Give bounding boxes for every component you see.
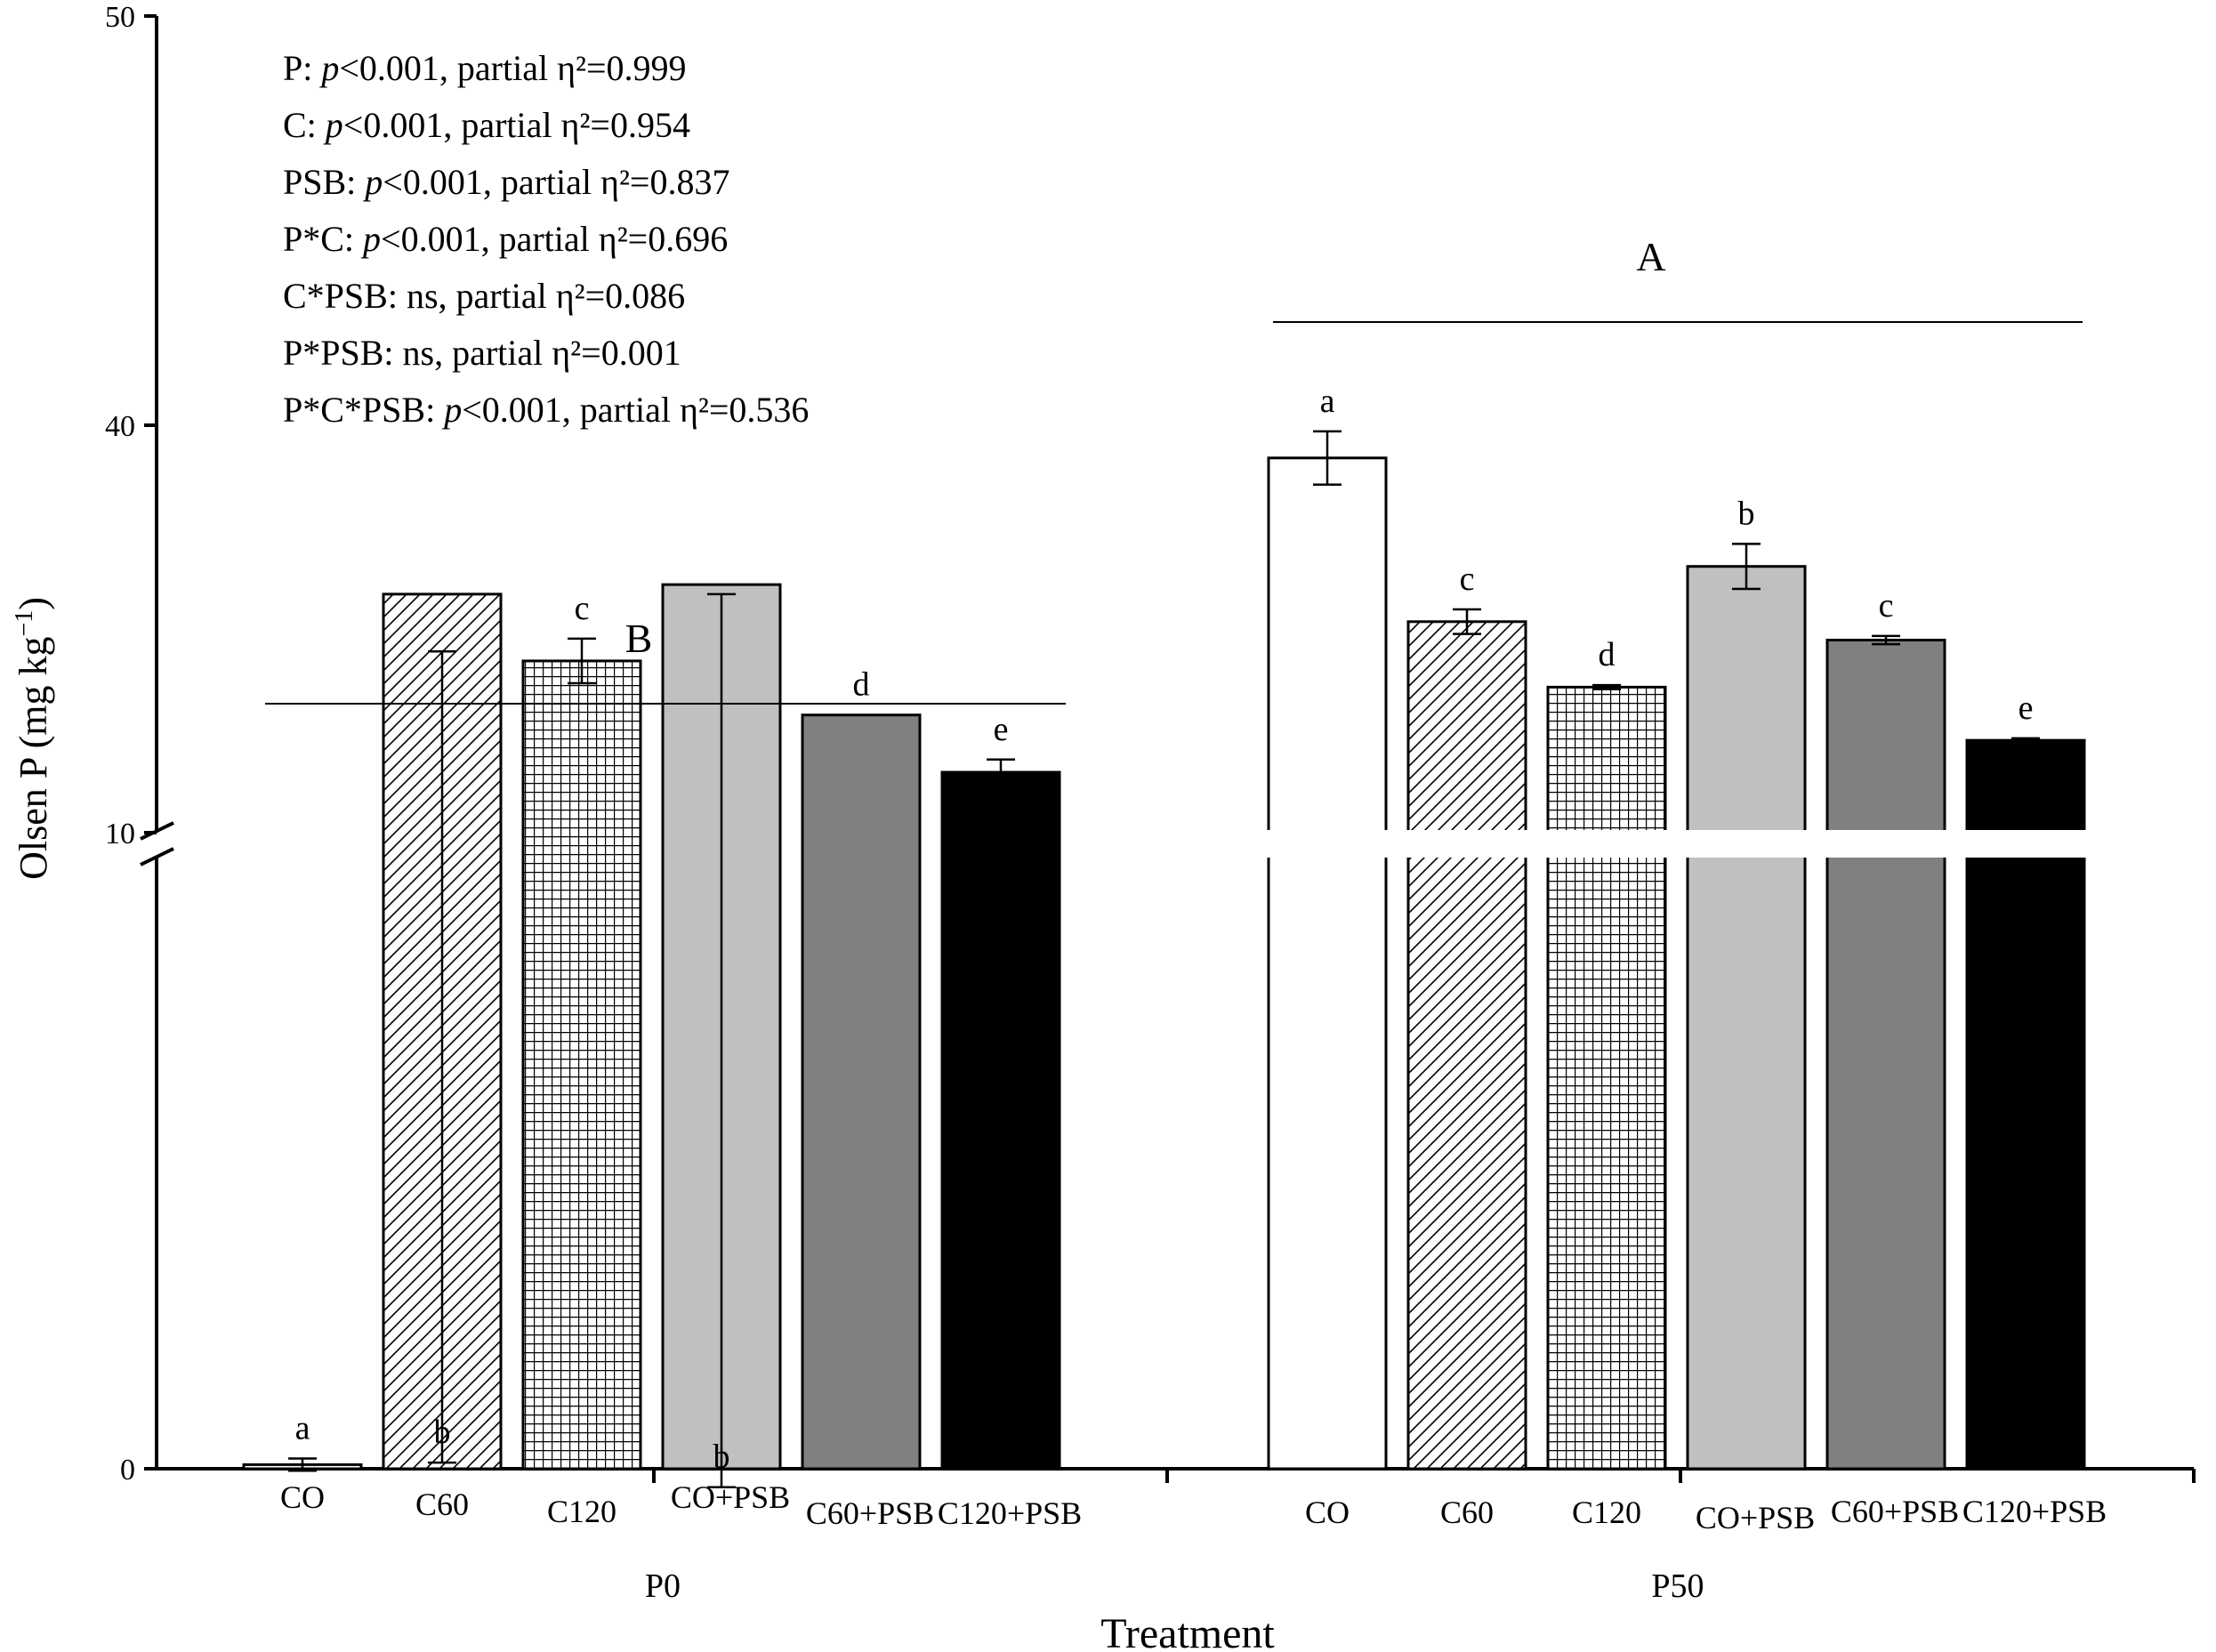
stats-p-symbol: p <box>360 219 381 259</box>
x-category-label: C60+PSB <box>1831 1494 1959 1529</box>
group-label-p0: P0 <box>645 1567 681 1605</box>
x-category-label: C60+PSB <box>806 1495 934 1531</box>
x-category-label: C120 <box>1572 1495 1641 1530</box>
bar-p50-co <box>1267 456 1388 1471</box>
x-category-label: C120+PSB <box>1962 1494 2107 1529</box>
bars <box>242 430 2099 1488</box>
stats-line: PSB: p<0.001, partial η²=0.837 <box>283 162 730 202</box>
bar-p50-c120-psb <box>1965 738 2086 1471</box>
bar-p0-c60-psb <box>801 713 922 1471</box>
significance-letter: b <box>434 1414 451 1451</box>
stats-p-symbol: p <box>318 48 339 88</box>
bar-p50-c60-psb <box>1825 639 1946 1471</box>
x-category-label: C120+PSB <box>938 1495 1082 1531</box>
axis-break-gap <box>1263 830 2099 858</box>
stats-value: <0.001, partial η²=0.696 <box>381 219 728 259</box>
stats-value: <0.001, partial η²=0.837 <box>383 162 729 202</box>
significance-letter: d <box>1599 636 1616 673</box>
y-axis-label: Olsen P (mg kg−1) <box>11 597 55 880</box>
stats-line: P*C*PSB: p<0.001, partial η²=0.536 <box>283 390 809 430</box>
y-axis-label-superscript: −1 <box>11 610 38 637</box>
bar-p50-co-psb <box>1686 565 1807 1471</box>
significance-letter: e <box>2019 689 2034 727</box>
y-tick-label: 40 <box>105 410 135 443</box>
bar-p0-c120-psb <box>940 770 1061 1471</box>
stats-p-symbol: p <box>362 162 383 202</box>
stats-line: C: p<0.001, partial η²=0.954 <box>283 105 690 145</box>
stats-term: C: <box>283 105 326 145</box>
stats-p-symbol: p <box>323 105 343 145</box>
stats-term: P: <box>283 48 321 88</box>
bar-p50-c60 <box>1406 620 1527 1471</box>
axis-break-mark <box>140 821 174 841</box>
stats-term: P*C: <box>283 219 363 259</box>
stats-term: PSB: <box>283 162 365 202</box>
y-tick-label: 50 <box>105 1 135 34</box>
y-axis-label-base: Olsen P (mg kg <box>12 637 55 880</box>
stats-term: C*PSB: ns, partial η²=0.086 <box>283 276 685 316</box>
axis-break-mark <box>140 847 174 866</box>
x-axis-label: Treatment <box>1100 1610 1275 1652</box>
significance-letter: c <box>1460 560 1475 598</box>
y-tick-label: 10 <box>105 818 135 850</box>
x-category-label: CO+PSB <box>1696 1500 1815 1535</box>
stats-line: C*PSB: ns, partial η²=0.086 <box>283 276 685 316</box>
significance-letter: e <box>994 711 1009 748</box>
x-category-label: C120 <box>547 1494 616 1529</box>
x-category-label: C60 <box>415 1487 469 1522</box>
group-label-p50: P50 <box>1651 1567 1704 1605</box>
y-axis-label-close: ) <box>12 597 55 610</box>
significance-letter: a <box>1320 383 1335 420</box>
x-category-label: CO <box>1305 1495 1350 1530</box>
stats-line: P*C: p<0.001, partial η²=0.696 <box>283 219 728 259</box>
stats-p-symbol: p <box>441 390 462 430</box>
stats-value: <0.001, partial η²=0.954 <box>343 105 690 145</box>
bar-p50-c120 <box>1546 685 1667 1471</box>
significance-letter: b <box>713 1438 730 1476</box>
significance-letter: c <box>1879 587 1894 625</box>
stats-term: P*C*PSB: <box>283 390 444 430</box>
stats-value: <0.001, partial η²=0.999 <box>339 48 686 88</box>
stats-value: <0.001, partial η²=0.536 <box>462 390 809 430</box>
y-tick-label: 0 <box>120 1454 135 1487</box>
significance-letter: b <box>1738 495 1755 532</box>
x-category-label: CO+PSB <box>671 1479 790 1515</box>
significance-letter: d <box>853 666 870 704</box>
stats-line: P: p<0.001, partial η²=0.999 <box>283 48 687 88</box>
group-letter: A <box>1636 234 1665 279</box>
labels: aCObC60cC120bCO+PSBdC60+PSBeC120+PSBP0Ba… <box>265 234 2107 1605</box>
stats-term: P*PSB: ns, partial η²=0.001 <box>283 333 681 373</box>
x-category-label: CO <box>280 1479 325 1515</box>
stats-line: P*PSB: ns, partial η²=0.001 <box>283 333 681 373</box>
significance-letter: c <box>575 590 590 627</box>
x-category-label: C60 <box>1440 1495 1494 1530</box>
significance-letter: a <box>295 1410 310 1447</box>
bar-p0-c120 <box>521 659 642 1471</box>
group-letter: B <box>625 616 653 661</box>
